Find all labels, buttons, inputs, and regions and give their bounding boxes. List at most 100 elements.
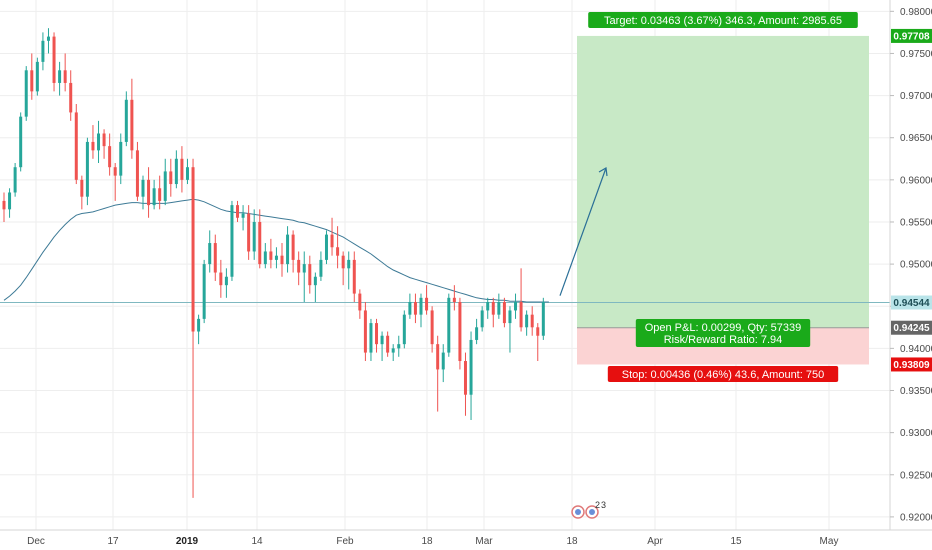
candle-body bbox=[330, 234, 334, 248]
candle-body bbox=[124, 99, 128, 142]
candle-body bbox=[274, 255, 278, 260]
candle-body bbox=[141, 179, 145, 197]
stop-price-tag-box bbox=[891, 357, 932, 372]
target-label-text: Target: 0.03463 (3.67%) 346.3, Amount: 2… bbox=[604, 15, 842, 27]
candle-body bbox=[491, 302, 495, 315]
candle-body bbox=[147, 179, 151, 206]
candle-body bbox=[280, 255, 284, 265]
candle-body bbox=[302, 264, 306, 273]
candle-body bbox=[341, 255, 345, 269]
candle-body bbox=[230, 205, 234, 277]
candle-body bbox=[174, 158, 178, 185]
stop-price-tag-text: 0.93809 bbox=[893, 360, 930, 371]
candle-body bbox=[536, 327, 540, 336]
candle-body bbox=[486, 302, 490, 311]
candle-body bbox=[308, 264, 312, 286]
pnl-label-text: Open P&L: 0.00299, Qty: 57339 bbox=[645, 322, 802, 334]
candle-body bbox=[135, 150, 139, 197]
candle-body bbox=[208, 243, 212, 265]
candle-body bbox=[352, 259, 356, 294]
candle-body bbox=[469, 339, 473, 395]
price-axis-tags: 0.97708 0.94544 0.94245 0.93809 bbox=[891, 28, 932, 372]
x-tick-label: 15 bbox=[730, 536, 742, 547]
candle-body bbox=[80, 179, 84, 197]
candle-body bbox=[185, 167, 189, 180]
candle-body bbox=[508, 310, 512, 324]
candle-body bbox=[514, 302, 518, 311]
y-tick-label: 0.98000 bbox=[900, 7, 932, 18]
target-label-box bbox=[588, 12, 858, 28]
x-tick-label: Apr bbox=[647, 536, 663, 547]
target-zone bbox=[577, 35, 869, 328]
candle-body bbox=[219, 272, 223, 286]
candle-body bbox=[336, 247, 340, 256]
candle-body bbox=[74, 112, 78, 180]
candle-body bbox=[452, 297, 456, 303]
event-count-label: 2 bbox=[595, 500, 600, 510]
candle-body bbox=[163, 171, 167, 201]
candle-body bbox=[197, 318, 201, 332]
candle-body bbox=[113, 167, 117, 176]
candle-body bbox=[58, 70, 62, 83]
candle-body bbox=[375, 323, 379, 345]
candlestick-series bbox=[2, 28, 545, 498]
x-tick-label: 2019 bbox=[176, 536, 199, 547]
candle-body bbox=[258, 221, 262, 265]
candle-body bbox=[191, 167, 195, 332]
candle-body bbox=[313, 276, 317, 286]
x-tick-label: Feb bbox=[336, 536, 354, 547]
x-tick-label: 14 bbox=[251, 536, 263, 547]
candle-body bbox=[286, 234, 290, 265]
trend-arrow[interactable] bbox=[559, 167, 608, 296]
candle-body bbox=[447, 297, 451, 353]
candle-body bbox=[169, 171, 173, 185]
event-marker-dot bbox=[589, 509, 595, 515]
candle-body bbox=[413, 302, 417, 315]
candle-body bbox=[480, 310, 484, 328]
x-tick-label: 18 bbox=[566, 536, 578, 547]
position-labels: Target: 0.03463 (3.67%) 346.3, Amount: 2… bbox=[588, 12, 858, 382]
long-position-tool[interactable] bbox=[577, 35, 869, 365]
x-tick-label: 18 bbox=[421, 536, 433, 547]
x-axis[interactable]: Dec 17 2019 14 Feb 18 Mar 18 Apr 15 May bbox=[27, 536, 838, 547]
candle-body bbox=[97, 133, 101, 151]
moving-average-line bbox=[3, 198, 549, 303]
candle-body bbox=[19, 116, 23, 168]
event-count-label: 3 bbox=[601, 500, 606, 510]
event-marker-dot bbox=[575, 509, 581, 515]
stop-label-box bbox=[607, 366, 839, 382]
candle-body bbox=[69, 82, 73, 113]
candle-body bbox=[52, 36, 56, 83]
candle-body bbox=[202, 264, 206, 319]
candle-body bbox=[391, 348, 395, 353]
candle-body bbox=[91, 141, 95, 151]
target-price-tag-text: 0.97708 bbox=[893, 31, 930, 42]
pnl-label-text: Risk/Reward Ratio: 7.94 bbox=[664, 334, 783, 346]
candle-body bbox=[436, 344, 440, 370]
candle-body bbox=[541, 302, 545, 336]
candle-body bbox=[463, 361, 467, 395]
candle-body bbox=[324, 234, 328, 260]
arrow-shaft bbox=[559, 167, 607, 296]
candle-body bbox=[24, 70, 28, 117]
candle-body bbox=[369, 323, 373, 353]
pnl-label-box bbox=[635, 319, 811, 347]
candle-body bbox=[236, 205, 240, 218]
stop-label-text: Stop: 0.00436 (0.46%) 43.6, Amount: 750 bbox=[622, 369, 824, 381]
candle-body bbox=[130, 99, 134, 151]
candle-body bbox=[425, 297, 429, 311]
candle-body bbox=[224, 276, 228, 286]
x-tick-label: May bbox=[820, 536, 839, 547]
current-price-tag-box bbox=[891, 295, 932, 310]
entry-price-tag-text: 0.94245 bbox=[893, 323, 930, 334]
